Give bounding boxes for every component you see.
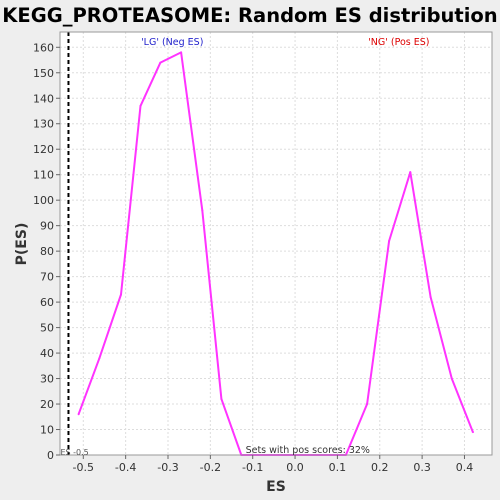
y-axis-label: P(ES): [14, 223, 30, 266]
data-point: [366, 403, 369, 406]
data-point: [119, 293, 122, 296]
data-point: [159, 61, 162, 64]
x-tick-label: -0.2: [200, 461, 221, 474]
data-point: [201, 209, 204, 212]
y-tick-label: 60: [40, 296, 54, 309]
x-tick-label: -0.1: [242, 461, 263, 474]
es-threshold-label: ES -0.5: [60, 448, 88, 457]
data-point: [429, 296, 432, 299]
data-point: [77, 413, 80, 416]
y-tick-label: 20: [40, 398, 54, 411]
data-point: [471, 431, 474, 434]
neg-es-annotation: 'LG' (Neg ES): [141, 37, 203, 48]
y-tick-label: 40: [40, 347, 54, 360]
pos-scores-annotation: Sets with pos scores: 32%: [246, 445, 370, 456]
x-tick-label: 0.2: [371, 461, 389, 474]
y-tick-label: 90: [40, 220, 54, 233]
data-point: [139, 104, 142, 107]
y-tick-label: 100: [33, 194, 54, 207]
y-tick-label: 70: [40, 271, 54, 284]
y-tick-label: 140: [33, 92, 54, 105]
y-tick-label: 0: [47, 449, 54, 462]
plot-area: [60, 32, 492, 455]
data-point: [409, 171, 412, 174]
y-tick-label: 160: [33, 41, 54, 54]
y-tick-label: 50: [40, 322, 54, 335]
y-tick-label: 150: [33, 67, 54, 80]
x-tick-label: -0.3: [157, 461, 178, 474]
x-tick-label: 0.1: [329, 461, 347, 474]
pos-es-annotation: 'NG' (Pos ES): [368, 37, 429, 48]
x-tick-label: 0.0: [286, 461, 304, 474]
y-tick-label: 30: [40, 373, 54, 386]
y-tick-label: 110: [33, 169, 54, 182]
x-tick-label: -0.4: [115, 461, 136, 474]
data-point: [450, 377, 453, 380]
x-axis-ticks: -0.5 -0.4 -0.3 -0.2 -0.1 0.0 0.1 0.2 0.3 0.4: [73, 455, 474, 474]
plot-border: [59, 31, 493, 456]
y-tick-label: 120: [33, 143, 54, 156]
data-point: [98, 357, 101, 360]
data-point: [220, 397, 223, 400]
x-tick-label: -0.5: [73, 461, 94, 474]
y-tick-label: 130: [33, 118, 54, 131]
y-tick-label: 80: [40, 245, 54, 258]
y-axis-ticks: 0 10 20 30 40 50 60 70 80 90 100 110 120 130 140 150 160: [33, 41, 60, 462]
chart-title: KEGG_PROTEASOME: Random ES distribution: [2, 4, 497, 27]
x-tick-label: 0.3: [413, 461, 431, 474]
data-point: [388, 239, 391, 242]
y-tick-label: 10: [40, 424, 54, 437]
data-point: [180, 51, 183, 54]
grid: [60, 32, 492, 456]
x-axis-label: ES: [266, 479, 286, 495]
x-tick-label: 0.4: [456, 461, 474, 474]
